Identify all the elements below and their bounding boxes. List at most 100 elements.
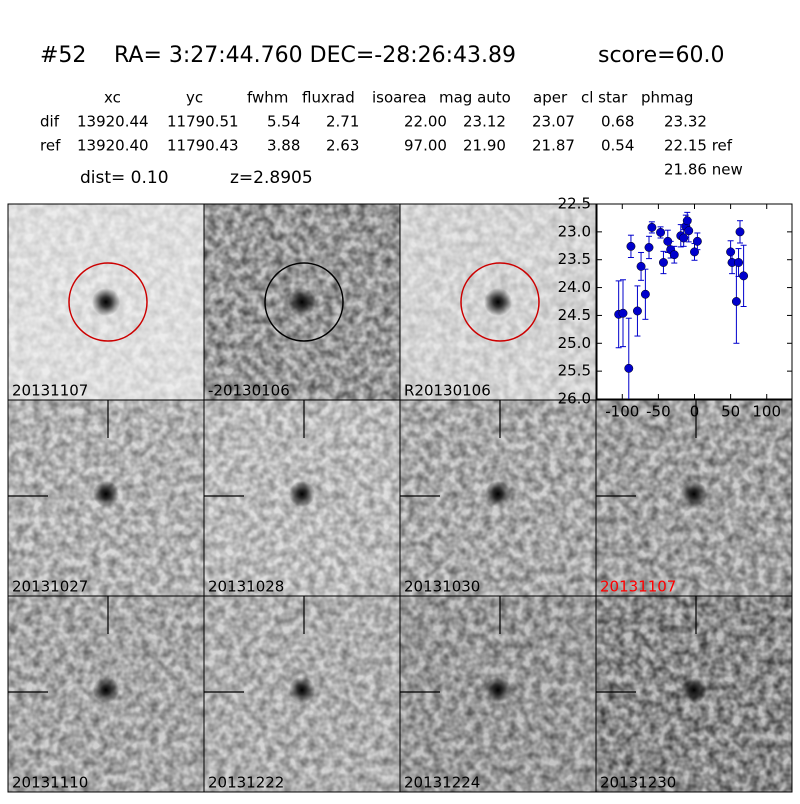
x-tick-label: -100 [605,403,639,421]
stamp-label: -20130106 [208,382,290,400]
x-tick-label: -50 [646,403,671,421]
data-point [684,226,694,236]
table-cell: 0.54 [601,137,634,155]
stamp-label: 20131030 [404,578,480,596]
source [485,481,511,507]
stamps: 20131107 -20130106 R20130106 20131027 201310… [7,203,793,793]
data-point [656,227,666,237]
table-cell: 13920.44 [77,113,149,131]
stamp-label: R20130106 [404,382,491,400]
stamp: 20131222 [203,595,401,793]
stamp-frame [595,595,793,793]
column-header: xc [104,89,121,107]
source [288,288,316,316]
y-tick-label: 23.0 [558,222,591,240]
table-cell: 5.54 [267,113,300,131]
y-tick-label: 24.0 [558,278,591,296]
source [484,288,512,316]
stamp: 20131030 [399,399,597,597]
source [681,677,707,703]
column-header: yc [186,89,203,107]
redshift: z=2.8905 [230,168,313,188]
table-cell: 97.00 [404,137,447,155]
data-point [739,271,749,281]
stamp: 20131230 [595,595,793,793]
plot-area [596,203,793,400]
data-point [644,243,654,252]
table-cell: 23.32 [664,113,707,131]
data-point [618,308,628,318]
dist: dist= 0.10 [80,168,169,188]
stamp-label: 20131107 [12,382,88,400]
column-header: isoarea [372,89,427,107]
data-point [647,222,657,232]
y-tick-label: 25.0 [558,334,591,352]
stamp-label: 20131027 [12,578,88,596]
data-point [735,227,745,237]
data-point [731,297,741,306]
stamp: 20131224 [399,595,597,793]
y-tick-label: 25.5 [558,362,591,380]
score: score=60.0 [598,43,725,68]
y-tick-label: 24.5 [558,306,591,324]
source [289,677,315,703]
source [93,481,119,507]
source [92,288,120,316]
source [289,481,315,507]
table-cell: 23.12 [463,113,506,131]
column-header: phmag [641,89,693,107]
stamp: R20130106 [399,203,597,401]
data-point [669,250,679,260]
table-cell: 21.90 [463,137,506,155]
data-points [614,211,749,399]
data-point [658,258,668,267]
stamp: 20131110 [7,595,205,793]
y-tick-label: 23.5 [558,250,591,268]
column-header: fluxrad [302,89,355,107]
aperture-circle [264,262,344,342]
column-header: mag auto [439,89,511,107]
data-point [632,306,642,316]
data-point [692,236,702,246]
x-tick-label: 100 [752,403,781,421]
row-label: ref [40,137,61,155]
stamp: 20131107 [595,399,793,597]
table: xc yc fwhm fluxrad isoarea mag auto aper cl sta… [40,89,743,179]
stamp: -20130106 [203,203,401,401]
table-cell: 13920.40 [77,137,149,155]
x-tick-label: 50 [721,403,740,421]
table-cell: 2.63 [326,137,359,155]
table-cell: 21.87 [532,137,575,155]
data-point [734,258,744,267]
data-point [726,247,736,257]
table-cell: 2.71 [326,113,359,131]
data-point [682,216,692,226]
table-note: 21.86 new [664,161,743,179]
column-header: fwhm [247,89,288,107]
aperture-circle [460,262,540,342]
table-cell: 11790.51 [167,113,239,131]
column-header: cl star [581,89,628,107]
coordinates: RA= 3:27:44.760 DEC=-28:26:43.89 [114,43,516,68]
x-tick-label: 0 [690,403,700,421]
stamp-label: 20131110 [12,774,88,792]
source [93,677,119,703]
stamp-label: 20131107 [600,578,676,596]
stamp-label: 20131222 [208,774,284,792]
row-label: dif [40,113,60,131]
stamp: 20131028 [203,399,401,597]
candidate-id: #52 [40,43,86,68]
column-header: aper [533,89,568,107]
stamp-label: 20131230 [600,774,676,792]
table-cell: 11790.43 [167,137,239,155]
data-point [679,233,689,243]
aperture-circle [68,262,148,342]
y-tick-label: 26.0 [558,390,591,408]
y-tick-label: 22.5 [558,195,591,213]
source [485,677,511,703]
light-curve: 22.5 23.0 23.5 24.0 24.5 25.0 25.5 26.0 -100 -50 0… [558,195,793,421]
stamp-label: 20131028 [208,578,284,596]
data-point [636,261,646,271]
